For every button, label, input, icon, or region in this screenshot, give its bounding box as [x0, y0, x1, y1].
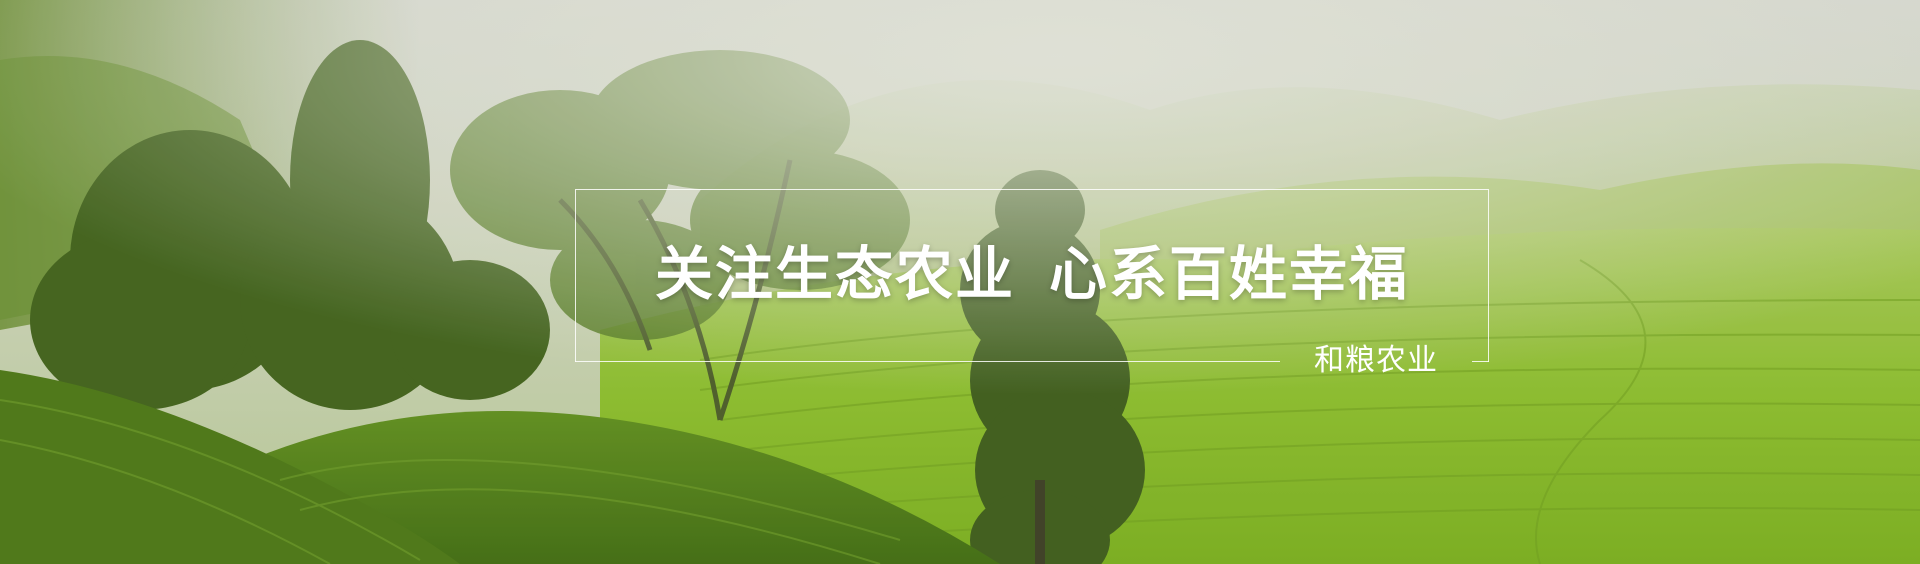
slogan-frame-bottom-left-line: [575, 361, 1280, 362]
slogan-frame: [575, 189, 1489, 362]
slogan-part2: 心系百姓幸福: [1049, 240, 1410, 308]
banner-slogan: 关注生态农业 心系百姓幸福: [575, 236, 1489, 312]
slogan-frame-bottom-right-line: [1472, 361, 1489, 362]
brand-name: 和粮农业: [1314, 343, 1438, 378]
slogan-part1: 关注生态农业: [654, 240, 1015, 308]
